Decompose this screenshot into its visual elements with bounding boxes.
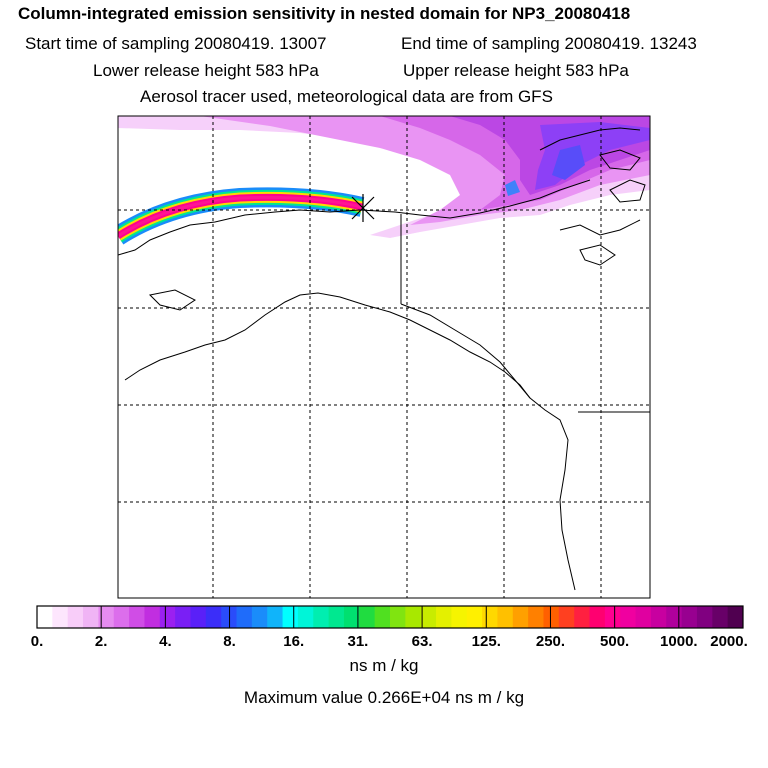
colorbar-cell [635, 606, 652, 628]
colorbar-cell [666, 606, 683, 628]
colorbar-cell [236, 606, 253, 628]
colorbar-cell [374, 606, 391, 628]
colorbar-cell [37, 606, 53, 628]
colorbar-cell [390, 606, 406, 628]
colorbar-tick-label: 4. [159, 633, 172, 650]
units-label: ns m / kg [349, 656, 419, 675]
plume-band [118, 187, 365, 245]
colorbar-cell [282, 606, 299, 628]
colorbar-cell [681, 606, 698, 628]
colorbar-cell [67, 606, 84, 628]
colorbar-cell [512, 606, 529, 628]
colorbar-tick-label: 2. [94, 633, 108, 650]
colorbar-cell [558, 606, 575, 628]
colorbar-cell [620, 606, 637, 628]
colorbar-cell [451, 606, 468, 628]
colorbar-tick-label: 250. [535, 633, 566, 650]
tracer-label: Aerosol tracer used, meteorological data… [140, 87, 553, 106]
colorbar-tick-label: 8. [223, 633, 236, 650]
colorbar-cell [144, 606, 161, 628]
sensitivity-map [117, 115, 651, 599]
colorbar-cell [297, 606, 314, 628]
colorbar-cell [328, 606, 345, 628]
map-title: Column-integrated emission sensitivity i… [18, 4, 631, 23]
colorbar-cell [129, 606, 145, 628]
colorbar-cells [36, 606, 744, 628]
map-frame [117, 115, 651, 599]
colorbar-cell [589, 606, 606, 628]
colorbar-cell [359, 606, 376, 628]
colorbar [36, 605, 744, 629]
colorbar-cell [574, 606, 591, 628]
colorbar-cell [83, 606, 99, 628]
map-field [118, 116, 650, 598]
colorbar-cell [712, 606, 729, 628]
colorbar-tick-label: 0. [30, 633, 44, 650]
colorbar-cell [436, 606, 452, 628]
colorbar-cell [251, 606, 268, 628]
colorbar-cell [420, 606, 437, 628]
colorbar-cell [528, 606, 544, 628]
colorbar-cell [113, 606, 130, 628]
upper-release-label: Upper release height 583 hPa [403, 61, 629, 80]
start-time-label: Start time of sampling 20080419. 13007 [25, 34, 327, 53]
colorbar-cell [190, 606, 207, 628]
coastlines [118, 127, 646, 591]
colorbar-tick-label: 31. [347, 633, 369, 650]
colorbar-tick-label: 63. [411, 633, 433, 650]
graticule [118, 116, 650, 598]
colorbar-cell [696, 606, 713, 628]
colorbar-cell [405, 606, 422, 628]
colorbar-cell [604, 606, 621, 628]
colorbar-cell [650, 606, 667, 628]
borders [400, 214, 650, 413]
colorbar-cell [159, 606, 176, 628]
colorbar-cell [727, 606, 744, 628]
colorbar-cell [98, 606, 115, 628]
end-time-label: End time of sampling 20080419. 13243 [401, 34, 697, 53]
colorbar-cell [52, 606, 69, 628]
colorbar-cell [482, 606, 498, 628]
colorbar-cell [343, 606, 360, 628]
lower-release-label: Lower release height 583 hPa [93, 61, 319, 80]
colorbar-tick-label: 1000. [660, 633, 698, 650]
colorbar-tick-label: 500. [600, 633, 630, 650]
colorbar-tick-label: 2000. [710, 633, 748, 650]
colorbar-tick-label: 16. [283, 633, 305, 650]
colorbar-frame [36, 605, 744, 629]
colorbar-cell [497, 606, 514, 628]
colorbar-tick-label: 125. [471, 633, 501, 650]
colorbar-cell [175, 606, 191, 628]
maximum-value-label: Maximum value 0.266E+04 ns m / kg [243, 688, 525, 707]
colorbar-cell [313, 606, 330, 628]
colorbar-cell [267, 606, 284, 628]
colorbar-cell [543, 606, 560, 628]
colorbar-cell [205, 606, 222, 628]
colorbar-cell [466, 606, 483, 628]
release-point-marker [351, 194, 375, 222]
